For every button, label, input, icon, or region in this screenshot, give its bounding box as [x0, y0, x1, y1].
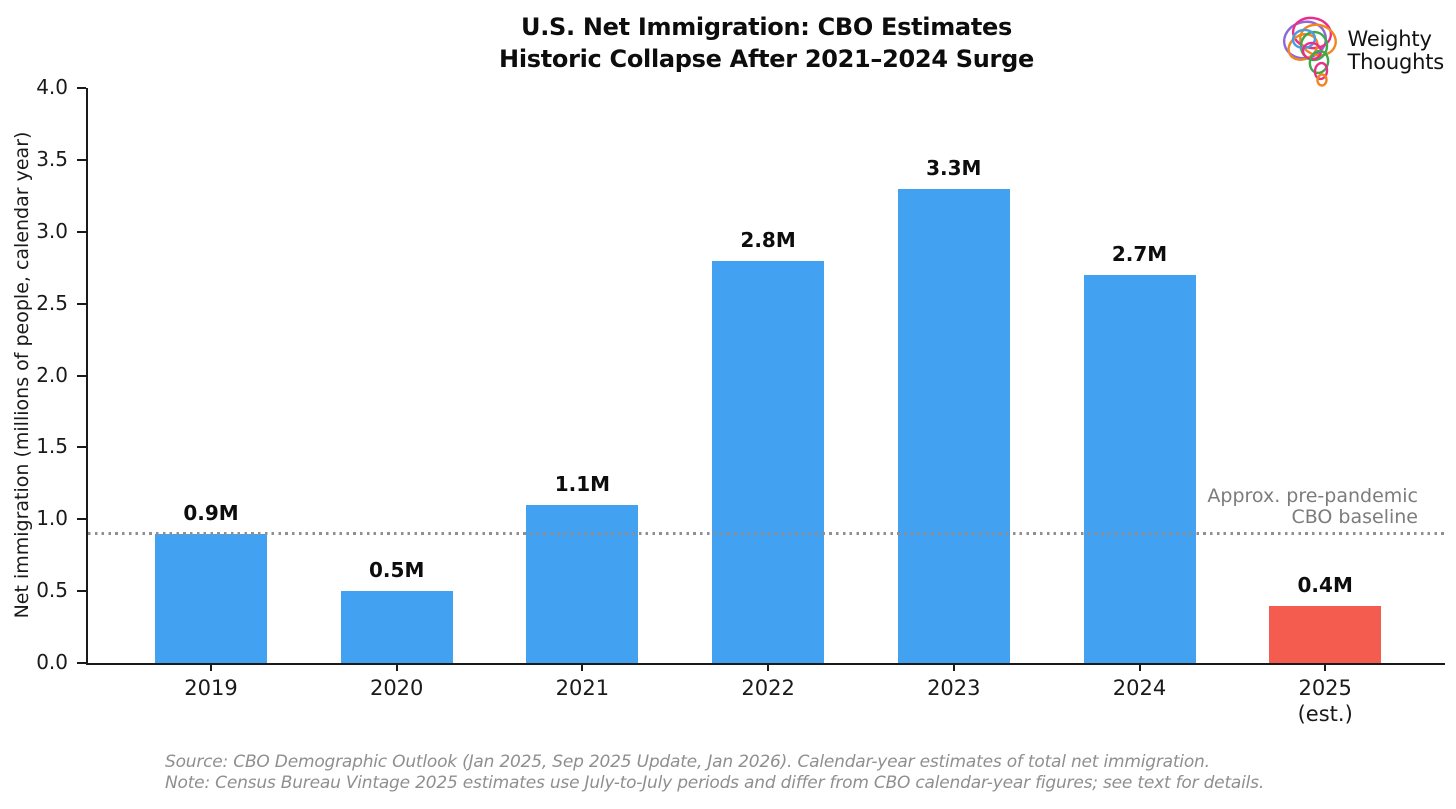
y-tick-mark [77, 374, 86, 377]
x-tick-mark [581, 663, 584, 671]
y-tick-label: 1.5 [36, 434, 68, 459]
x-tick-mark [395, 663, 398, 671]
chart-title: U.S. Net Immigration: CBO Estimates Hist… [88, 12, 1445, 75]
y-tick-mark [77, 302, 86, 305]
x-tick-mark [952, 663, 955, 671]
bar-2022 [712, 260, 825, 663]
bar-2020 [340, 591, 453, 663]
source-line: Source: CBO Demographic Outlook (Jan 202… [165, 752, 1210, 772]
bar-2024 [1083, 274, 1196, 663]
y-tick-label: 2.0 [36, 362, 68, 387]
y-tick-mark [77, 518, 86, 521]
baseline-annotation-line2: CBO baseline [1291, 506, 1418, 529]
bar-value-label: 2.8M [740, 227, 796, 252]
logo: Weighty Thoughts [1281, 6, 1444, 102]
bar-value-label: 0.5M [369, 558, 425, 583]
y-tick-label: 3.5 [36, 146, 68, 171]
chart-title-line1: U.S. Net Immigration: CBO Estimates [521, 13, 1012, 41]
x-tick-mark [1138, 663, 1141, 671]
y-tick-label: 0.0 [36, 650, 68, 674]
x-axis-line [86, 663, 1445, 665]
y-tick-mark [77, 662, 86, 664]
y-tick-label: 3.0 [36, 218, 68, 243]
bar-value-label: 0.4M [1297, 572, 1353, 597]
y-axis-line [86, 88, 88, 663]
brain-doodle-icon [1281, 6, 1343, 102]
x-tick-label: 2019 [184, 676, 238, 700]
x-tick-mark [767, 663, 770, 671]
y-tick-label: 2.5 [36, 290, 68, 315]
y-tick-mark [77, 446, 86, 449]
x-tick-label: 2025 (est.) [1297, 676, 1353, 727]
y-tick-mark [77, 590, 86, 593]
logo-text-line1: Weighty [1347, 27, 1432, 51]
x-tick-mark [1324, 663, 1327, 671]
note-line: Note: Census Bureau Vintage 2025 estimat… [165, 772, 1265, 793]
chart-title-line2: Historic Collapse After 2021–2024 Surge [499, 44, 1034, 73]
y-tick-label: 1.0 [36, 506, 68, 531]
y-tick-mark [77, 87, 86, 89]
bar-value-label: 3.3M [926, 155, 982, 180]
logo-text-line2: Thoughts [1347, 50, 1444, 75]
bar-2023 [897, 188, 1010, 663]
x-tick-label: 2020 [369, 676, 424, 700]
x-tick-label: 2022 [741, 676, 795, 700]
bar-2025 [1269, 605, 1382, 663]
y-tick-mark [77, 158, 86, 161]
bar-2021 [526, 504, 639, 663]
bar-value-label: 2.7M [1111, 241, 1168, 266]
bar-2019 [155, 533, 267, 663]
plot-area: Approx. pre-pandemic CBO baseline 0.0 0.5… [36, 75, 1445, 726]
bar-value-label: 1.1M [554, 471, 611, 496]
baseline-annotation-line1: Approx. pre-pandemic [1207, 484, 1418, 507]
y-tick-label: 0.5 [36, 578, 68, 603]
baseline-annotation: Approx. pre-pandemic CBO baseline [1207, 484, 1418, 530]
source-note: Source: CBO Demographic Outlook (Jan 202… [165, 752, 1264, 794]
x-tick-label: 2021 [555, 676, 610, 700]
x-tick-label: 2024 [1112, 676, 1167, 700]
x-tick-label: 2023 [927, 676, 981, 700]
y-tick-mark [77, 230, 86, 233]
y-tick-label: 4.0 [36, 75, 68, 99]
logo-text: Weighty Thoughts [1347, 6, 1444, 74]
bar-value-label: 0.9M [183, 500, 239, 525]
baseline-dotted-line [88, 532, 1445, 536]
x-tick-mark [210, 663, 212, 671]
